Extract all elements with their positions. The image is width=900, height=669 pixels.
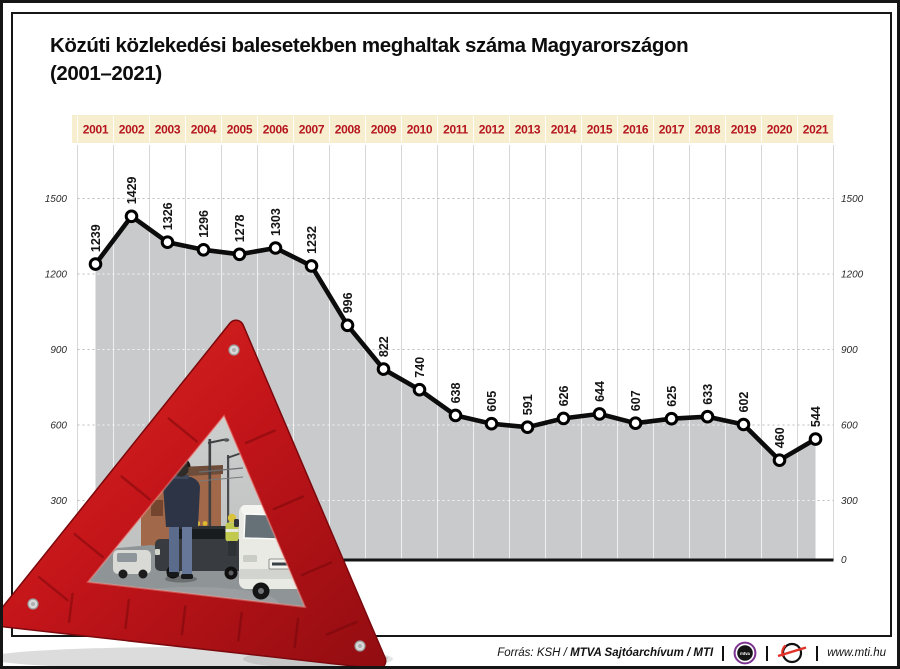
- year-label: 2011: [443, 123, 468, 137]
- data-label: 602: [737, 392, 751, 413]
- website-label: www.mti.hu: [827, 647, 886, 659]
- data-marker: [520, 420, 535, 435]
- year-label: 2007: [299, 123, 325, 137]
- mtva-logo-text: mtva: [740, 651, 750, 656]
- y-tick-left: 600: [50, 421, 67, 432]
- data-marker: [448, 408, 463, 423]
- data-label: 607: [629, 390, 643, 411]
- y-tick-right: 1200: [841, 270, 864, 281]
- footer-separator-1: [722, 645, 725, 661]
- year-label: 2013: [515, 123, 541, 137]
- data-marker: [88, 257, 103, 271]
- data-label: 1429: [125, 176, 139, 204]
- data-label: 1296: [197, 210, 211, 238]
- year-label: 2008: [335, 123, 361, 137]
- footer-separator-2: [766, 645, 769, 661]
- year-label: 2018: [695, 123, 721, 137]
- data-label: 822: [377, 336, 391, 357]
- title-line-2: (2001–2021): [50, 62, 162, 85]
- year-label: 2012: [479, 123, 505, 137]
- source-credit-prefix: Forrás: KSH /: [497, 647, 567, 659]
- data-labels: 1239 1429 1326 1296 1278 1303 1232 996 822 740 638…: [89, 176, 823, 448]
- data-label: 740: [413, 357, 427, 378]
- year-label: 2002: [119, 123, 145, 137]
- source-credit-bold: MTVA Sajtóarchívum / MTI: [570, 647, 714, 659]
- data-label: 1239: [89, 224, 103, 252]
- data-label: 460: [773, 427, 787, 448]
- year-labels: 2001 2002 2003 2004 2005 2006 2007 2008 2009 2010…: [77, 116, 834, 142]
- year-label: 2005: [227, 123, 253, 137]
- data-marker: [232, 247, 247, 262]
- data-marker: [772, 453, 787, 468]
- data-marker: [592, 407, 607, 421]
- data-label: 544: [809, 406, 823, 427]
- y-tick-left: 1500: [45, 194, 68, 205]
- year-label: 2020: [767, 123, 793, 137]
- data-label: 996: [341, 292, 355, 313]
- data-marker: [556, 411, 571, 426]
- year-band: [72, 115, 834, 143]
- year-label: 2019: [731, 123, 757, 137]
- data-marker: [124, 209, 139, 224]
- data-marker: [412, 382, 427, 397]
- year-label: 2003: [155, 123, 181, 137]
- year-label: 2006: [263, 123, 289, 137]
- year-label: 2015: [587, 123, 613, 137]
- data-label: 1326: [161, 202, 175, 230]
- data-marker: [700, 409, 715, 424]
- data-marker: [376, 362, 391, 376]
- data-label: 1278: [233, 214, 247, 242]
- y-tick-left: 900: [50, 345, 67, 356]
- data-marker: [340, 318, 355, 333]
- data-label: 633: [701, 384, 715, 405]
- data-marker: [304, 259, 319, 273]
- data-marker: [196, 243, 211, 257]
- mti-logo-icon: [777, 642, 807, 664]
- y-tick-right: 0: [841, 555, 847, 566]
- data-label: 626: [557, 385, 571, 406]
- data-label: 591: [521, 394, 535, 415]
- title-line-1: Közúti közlekedési balesetekben meghalta…: [50, 34, 689, 57]
- data-marker: [808, 432, 823, 446]
- y-tick-left: 1200: [45, 270, 68, 281]
- year-label: 2009: [371, 123, 397, 137]
- data-marker: [736, 417, 751, 432]
- y-tick-right: 600: [841, 421, 858, 432]
- footer-bar: Forrás: KSH / MTVA Sajtóarchívum / MTI m…: [497, 640, 886, 666]
- data-marker: [664, 411, 679, 426]
- y-tick-left: 0: [61, 555, 67, 566]
- y-tick-right: 900: [841, 345, 858, 356]
- year-label: 2001: [83, 123, 109, 137]
- data-marker: [484, 416, 499, 431]
- year-label: 2017: [659, 123, 685, 137]
- year-label: 2014: [551, 123, 577, 137]
- page-title: Közúti közlekedési balesetekben meghalta…: [50, 32, 689, 88]
- data-label: 638: [449, 382, 463, 403]
- data-label: 644: [593, 381, 607, 402]
- data-marker: [268, 241, 283, 255]
- data-label: 605: [485, 391, 499, 412]
- year-label: 2010: [407, 123, 433, 137]
- deaths-area-chart: 1239 1429 1326 1296 1278 1303 1232 996 822 740 638…: [45, 116, 864, 566]
- data-marker: [628, 416, 643, 431]
- y-tick-left: 300: [50, 496, 67, 507]
- source-credit: Forrás: KSH / MTVA Sajtóarchívum / MTI: [497, 647, 713, 659]
- footer-separator-3: [816, 645, 819, 661]
- data-label: 1232: [305, 226, 319, 254]
- data-label: 625: [665, 386, 679, 407]
- mtva-logo-icon: mtva: [733, 641, 757, 665]
- data-label: 1303: [269, 208, 283, 236]
- y-tick-right: 300: [841, 496, 858, 507]
- y-tick-right: 1500: [841, 194, 864, 205]
- data-marker: [160, 235, 175, 249]
- year-label: 2004: [191, 123, 217, 137]
- year-label: 2016: [623, 123, 649, 137]
- year-label: 2021: [803, 123, 829, 137]
